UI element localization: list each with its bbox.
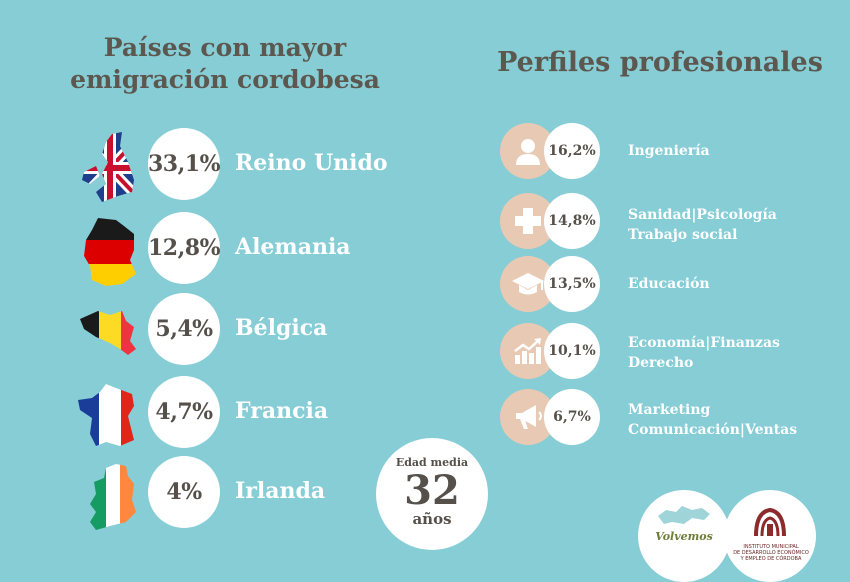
volvemos-logo: Volvemos bbox=[638, 490, 730, 582]
profile-label: Sanidad|Psicología Trabajo social bbox=[628, 205, 777, 245]
profile-pct: 6,7% bbox=[544, 389, 600, 445]
country-row-uk: 33,1% Reino Unido bbox=[70, 128, 390, 204]
profile-label-line: Trabajo social bbox=[628, 227, 738, 243]
profile-label-line: Economía|Finanzas bbox=[628, 335, 780, 351]
country-pct: 33,1% bbox=[148, 128, 221, 200]
imdeec-logo-text: INSTITUTO MUNICIPAL DE DESARROLLO ECONÓM… bbox=[730, 544, 812, 562]
profile-label: Economía|Finanzas Derecho bbox=[628, 333, 780, 373]
country-row-germany: 12,8% Alemania bbox=[70, 212, 390, 288]
age-value: 32 bbox=[404, 467, 460, 514]
profile-row-sanidad: 14,8% Sanidad|Psicología Trabajo social bbox=[498, 193, 838, 251]
profile-pct: 14,8% bbox=[544, 193, 600, 249]
age-label: Edad media bbox=[395, 456, 469, 469]
profile-label: Marketing Comunicación|Ventas bbox=[628, 400, 797, 440]
country-name: Francia bbox=[235, 398, 329, 424]
country-pct: 4,7% bbox=[148, 376, 220, 448]
volvemos-logo-text: Volvemos bbox=[655, 530, 713, 543]
profile-row-ingenieria: 16,2% Ingeniería bbox=[498, 123, 838, 181]
imdeec-emblem-icon bbox=[754, 507, 786, 537]
profile-row-economia: 10,1% Economía|Finanzas Derecho bbox=[498, 323, 838, 381]
imdeec-logo: INSTITUTO MUNICIPAL DE DESARROLLO ECONÓM… bbox=[724, 490, 816, 582]
country-pct: 12,8% bbox=[148, 212, 221, 284]
france-map-flag-icon bbox=[78, 384, 134, 446]
profile-label-line: Educación bbox=[628, 276, 710, 292]
country-name: Bélgica bbox=[235, 315, 328, 341]
map-silhouette-icon bbox=[658, 506, 710, 524]
country-name: Irlanda bbox=[235, 478, 326, 504]
imdeec-text-line: INSTITUTO MUNICIPAL bbox=[743, 544, 799, 550]
profiles-title: Perfiles profesionales bbox=[497, 47, 823, 78]
country-row-france: 4,7% Francia bbox=[70, 376, 390, 452]
germany-map-flag-icon bbox=[84, 218, 136, 286]
imdeec-text-line: DE DESARROLLO ECONÓMICO bbox=[733, 550, 809, 556]
profile-row-marketing: 6,7% Marketing Comunicación|Ventas bbox=[498, 389, 838, 447]
belgium-map-flag-icon bbox=[80, 311, 136, 355]
profile-label-line: Ingeniería bbox=[628, 143, 710, 159]
profile-label-line: Sanidad|Psicología bbox=[628, 207, 777, 223]
country-pct: 4% bbox=[148, 456, 220, 528]
countries-title: Países con mayor emigración cordobesa bbox=[60, 32, 390, 96]
country-name: Reino Unido bbox=[235, 150, 388, 176]
profile-pct: 10,1% bbox=[544, 323, 600, 379]
average-age-badge: Edad media 32 años bbox=[376, 438, 488, 550]
country-row-belgium: 5,4% Bélgica bbox=[70, 293, 390, 369]
plus-cross-icon bbox=[500, 193, 556, 249]
countries-title-line-2: emigración cordobesa bbox=[70, 65, 380, 94]
country-name: Alemania bbox=[235, 234, 351, 260]
imdeec-text-line: Y EMPLEO DE CÓRDOBA bbox=[740, 556, 802, 562]
profile-label: Ingeniería bbox=[628, 141, 710, 161]
profile-pct: 13,5% bbox=[544, 256, 600, 312]
country-pct: 5,4% bbox=[148, 293, 220, 365]
profile-pct: 16,2% bbox=[544, 123, 600, 179]
profile-label-line: Derecho bbox=[628, 355, 694, 371]
countries-title-line-1: Países con mayor bbox=[103, 33, 347, 62]
age-unit: años bbox=[412, 510, 452, 528]
ireland-map-flag-icon bbox=[90, 464, 136, 530]
profile-label: Educación bbox=[628, 274, 710, 294]
profile-label-line: Comunicación|Ventas bbox=[628, 422, 798, 438]
uk-map-flag-icon bbox=[82, 132, 134, 202]
profile-row-educacion: 13,5% Educación bbox=[498, 256, 838, 314]
country-row-ireland: 4% Irlanda bbox=[70, 456, 390, 532]
profile-label-line: Marketing bbox=[628, 402, 711, 418]
person-icon bbox=[500, 123, 556, 179]
